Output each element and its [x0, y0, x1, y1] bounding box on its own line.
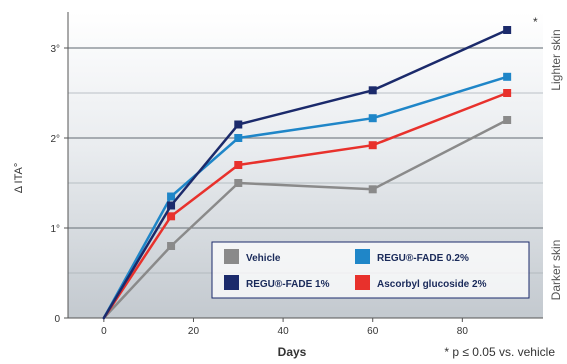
y-tick-labels: 0 1° 2° 3° [50, 44, 68, 325]
data-point-ascorbyl-glucoside-2 [234, 161, 243, 169]
data-point-ascorbyl-glucoside-2 [167, 212, 176, 221]
x-tick-label: 40 [278, 326, 290, 337]
data-point-vehicle [503, 116, 512, 124]
y-tick-label: 3° [50, 44, 60, 55]
series-group [102, 26, 512, 320]
side-label-darker-skin: Darker skin [549, 240, 563, 301]
x-tick-label: 60 [367, 326, 379, 337]
y-axis-title: Δ ITA° [13, 163, 25, 194]
y-tick-label: 0 [54, 314, 60, 325]
data-point-vehicle [368, 185, 377, 194]
significance-star: * [533, 15, 538, 29]
legend-label-regu-fade-0-2: REGU®-FADE 0.2% [377, 253, 469, 264]
x-tick-labels: 0 20 40 60 80 [101, 318, 468, 337]
data-point-ascorbyl-glucoside-2 [503, 89, 512, 97]
legend-swatch-ascorbyl-glucoside [355, 275, 370, 290]
data-point-vehicle [234, 179, 243, 187]
data-point-regu-fade-0-2 [503, 72, 512, 81]
x-axis-title: Days [278, 345, 307, 359]
legend-swatch-vehicle [224, 249, 239, 264]
data-point-regu-fade-1 [503, 26, 512, 34]
footnote: * p ≤ 0.05 vs. vehicle [444, 345, 555, 359]
legend-swatch-regu-fade-0-2 [355, 249, 370, 264]
data-point-regu-fade-0-2 [234, 134, 243, 142]
side-label-lighter-skin: Lighter skin [549, 29, 563, 90]
data-point-regu-fade-0-2 [167, 192, 176, 201]
legend-label-ascorbyl-glucoside: Ascorbyl glucoside 2% [377, 279, 487, 290]
data-point-vehicle [167, 242, 176, 250]
legend: Vehicle REGU®-FADE 1% REGU®-FADE 0.2% As… [211, 241, 530, 299]
legend-box [211, 241, 530, 299]
data-point-regu-fade-0-2 [368, 114, 377, 123]
x-tick-label: 20 [188, 326, 200, 337]
legend-label-regu-fade-1: REGU®-FADE 1% [246, 279, 330, 290]
x-tick-label: 80 [457, 326, 469, 337]
data-point-regu-fade-1 [368, 86, 377, 95]
y-tick-label: 2° [50, 134, 60, 145]
data-point-regu-fade-1 [234, 120, 243, 129]
legend-label-vehicle: Vehicle [246, 253, 281, 264]
data-point-regu-fade-1 [167, 201, 176, 210]
data-point-ascorbyl-glucoside-2 [368, 141, 377, 150]
legend-swatch-regu-fade-1 [224, 275, 239, 290]
y-tick-label: 1° [50, 224, 60, 235]
x-tick-label: 0 [101, 326, 107, 337]
